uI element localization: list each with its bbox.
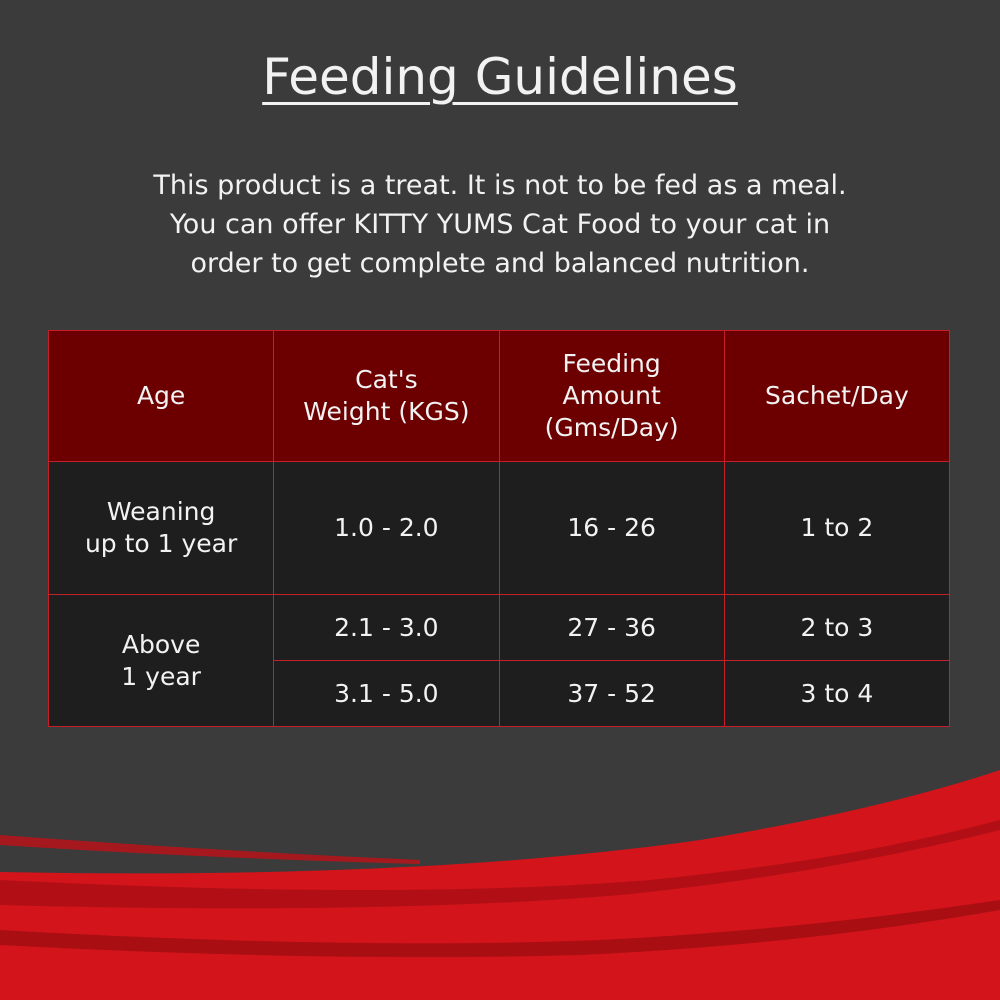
row: Weaning up to 1 year 1.0 - 2.0 16 - 26 1 … <box>47 461 951 595</box>
intro: This product is a treat. It is not to be… <box>0 166 1000 283</box>
line: 1 year <box>121 661 201 691</box>
cell: 27 - 36 <box>498 594 725 661</box>
intro-line: You can offer KITTY YUMS Cat Food to you… <box>169 209 831 240</box>
intro-line: This product is a treat. It is not to be… <box>153 170 847 201</box>
header-cell: Age <box>47 330 275 462</box>
brush-streak <box>0 900 1000 958</box>
cell: 16 - 26 <box>498 461 725 595</box>
cell: 1 to 2 <box>723 461 951 595</box>
brush-streak <box>0 820 1000 909</box>
cell: 2.1 - 3.0 <box>273 594 500 661</box>
title-text: Feeding Guidelines <box>262 48 738 106</box>
header-cell: Feeding Amount (Gms/Day) <box>498 330 725 462</box>
line: Weaning <box>106 497 216 526</box>
line: Feeding <box>562 349 661 378</box>
line: Cat's <box>355 365 418 394</box>
header-row: Age Cat's Weight (KGS) Feeding Amount (Gms/… <box>47 330 951 462</box>
cell: 2 to 3 <box>723 594 951 661</box>
line: Sachet/Day <box>765 381 909 410</box>
header-cell: Cat's Weight (KGS) <box>273 330 500 462</box>
header-cell: Sachet/Day <box>723 330 951 462</box>
age-cell: Above 1 year <box>47 594 275 727</box>
row: 3.1 - 5.0 37 - 52 3 to 4 <box>49 660 951 727</box>
cell: 3.1 - 5.0 <box>273 660 500 727</box>
line: (Gms/Day) <box>544 413 679 442</box>
line: Above <box>121 629 201 659</box>
age-cell: Weaning up to 1 year <box>47 461 275 595</box>
line: Amount <box>562 381 661 410</box>
title: Feeding Guidelines <box>0 48 1000 106</box>
brush-streak <box>0 835 420 864</box>
line: up to 1 year <box>84 529 238 558</box>
cell: 37 - 52 <box>498 660 725 727</box>
line: Age <box>136 381 186 410</box>
brush-stroke <box>0 770 1000 1000</box>
feeding-table: Age Cat's Weight (KGS) Feeding Amount (Gms/… <box>47 330 951 727</box>
cell: 3 to 4 <box>723 660 951 727</box>
intro-line: order to get complete and balanced nutri… <box>190 248 810 279</box>
line: Weight (KGS) <box>303 397 470 426</box>
row: Above 1 year 2.1 - 3.0 27 - 36 2 to 3 <box>47 594 951 727</box>
cell: 1.0 - 2.0 <box>273 461 500 595</box>
